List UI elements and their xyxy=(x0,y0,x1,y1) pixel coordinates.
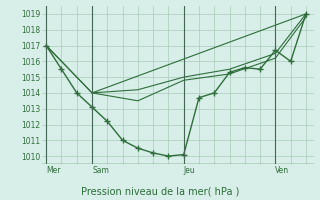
Text: Sam: Sam xyxy=(92,166,109,175)
Text: Jeu: Jeu xyxy=(184,166,196,175)
Text: Pression niveau de la mer( hPa ): Pression niveau de la mer( hPa ) xyxy=(81,186,239,196)
Text: Ven: Ven xyxy=(276,166,290,175)
Text: Mer: Mer xyxy=(46,166,61,175)
